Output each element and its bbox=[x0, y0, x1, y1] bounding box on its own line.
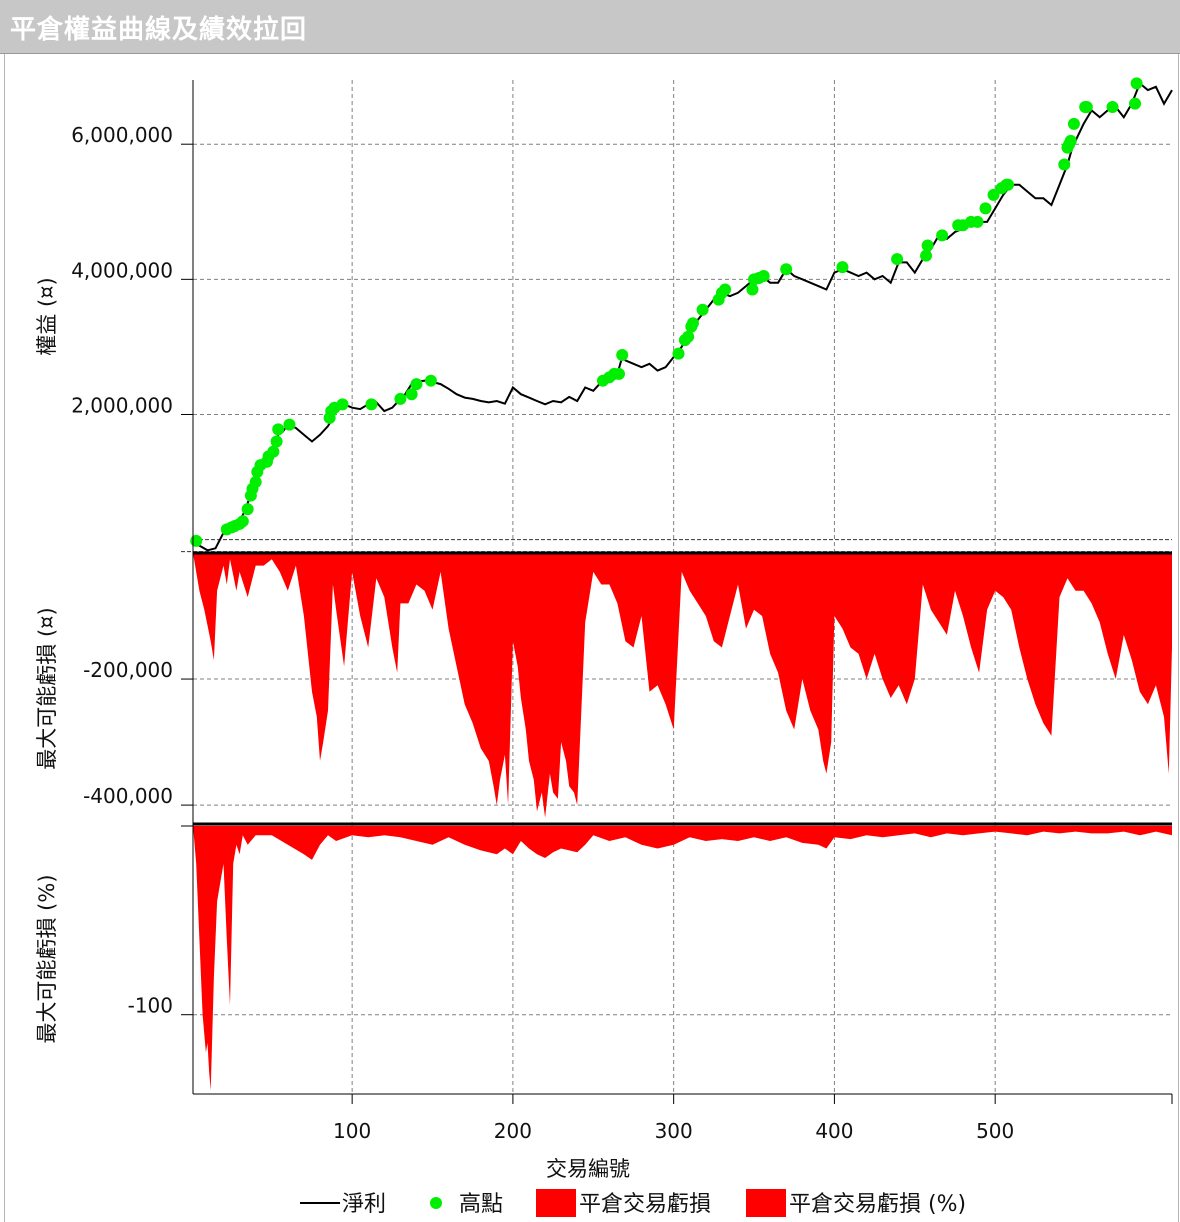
legend-label: 平倉交易虧損 (%) bbox=[789, 1192, 966, 1217]
high-point-marker bbox=[1130, 77, 1143, 90]
high-point-marker bbox=[249, 476, 262, 489]
high-point-marker bbox=[1064, 134, 1077, 147]
y-tick-label: -400,000 bbox=[83, 784, 173, 808]
drawdown-pct-y-axis-label: 最大可能虧損 (%) bbox=[35, 874, 59, 1043]
high-point-marker bbox=[1002, 178, 1015, 191]
high-point-marker bbox=[190, 534, 203, 547]
legend-box-swatch bbox=[746, 1189, 786, 1217]
high-point-marker bbox=[1129, 97, 1142, 110]
equity-y-axis-label: 權益 (¤) bbox=[35, 277, 59, 355]
high-point-marker bbox=[613, 367, 626, 380]
legend-dot-swatch bbox=[430, 1197, 442, 1209]
legend-label: 高點 bbox=[459, 1192, 503, 1217]
high-point-marker bbox=[921, 239, 934, 252]
x-tick-label: 100 bbox=[333, 1119, 371, 1143]
x-tick-label: 500 bbox=[976, 1119, 1014, 1143]
drawdown-area bbox=[193, 553, 1172, 818]
high-point-marker bbox=[780, 263, 793, 276]
high-point-marker bbox=[746, 283, 759, 296]
high-point-marker bbox=[686, 317, 699, 330]
x-axis-label: 交易編號 bbox=[546, 1157, 630, 1181]
high-point-marker bbox=[987, 188, 1000, 201]
high-point-marker bbox=[936, 229, 949, 242]
high-point-marker bbox=[365, 398, 378, 411]
high-point-marker bbox=[410, 378, 423, 391]
legend-label: 平倉交易虧損 bbox=[579, 1192, 711, 1217]
frame-left-border bbox=[4, 54, 5, 1222]
y-tick-label: 4,000,000 bbox=[71, 258, 173, 282]
high-point-marker bbox=[405, 388, 418, 401]
frame-right-border bbox=[1178, 54, 1179, 1222]
y-tick-label: -200,000 bbox=[83, 658, 173, 682]
high-point-marker bbox=[424, 374, 437, 387]
legend-box-swatch bbox=[536, 1189, 576, 1217]
high-point-marker bbox=[1067, 117, 1080, 130]
high-point-marker bbox=[920, 249, 933, 262]
high-point-marker bbox=[891, 253, 904, 266]
high-point-marker bbox=[682, 330, 695, 343]
high-point-marker bbox=[719, 283, 732, 296]
drawdown-y-axis-label: 最大可能虧損 (¤) bbox=[35, 607, 59, 769]
high-point-marker bbox=[236, 515, 249, 528]
high-point-marker bbox=[394, 392, 407, 405]
high-point-marker bbox=[272, 423, 285, 436]
high-point-marker bbox=[696, 303, 709, 316]
y-tick-label: 2,000,000 bbox=[71, 393, 173, 417]
high-point-marker bbox=[757, 269, 770, 282]
x-tick-label: 300 bbox=[655, 1119, 693, 1143]
high-point-marker bbox=[267, 445, 280, 458]
high-point-marker bbox=[1058, 158, 1071, 171]
high-point-marker bbox=[836, 261, 849, 274]
y-tick-label: 6,000,000 bbox=[71, 123, 173, 147]
high-point-marker bbox=[1080, 101, 1093, 114]
y-tick-label: -100 bbox=[128, 994, 173, 1018]
window-title: 平倉權益曲線及績效拉回 bbox=[10, 15, 308, 45]
high-point-marker bbox=[270, 435, 283, 448]
equity-line bbox=[192, 81, 1173, 552]
high-point-marker bbox=[283, 418, 296, 431]
high-point-marker bbox=[672, 347, 685, 360]
high-point-marker bbox=[971, 215, 984, 228]
high-point-marker bbox=[1106, 101, 1119, 114]
high-point-marker bbox=[979, 202, 992, 215]
legend-label: 淨利 bbox=[342, 1192, 386, 1217]
x-tick-label: 400 bbox=[815, 1119, 853, 1143]
high-point-marker bbox=[616, 349, 629, 362]
x-tick-label: 200 bbox=[494, 1119, 532, 1143]
high-point-marker bbox=[336, 398, 349, 411]
window-title-bar: 平倉權益曲線及績效拉回 bbox=[0, 0, 1180, 54]
high-point-marker bbox=[241, 503, 254, 516]
drawdown-pct-area bbox=[193, 825, 1172, 1091]
